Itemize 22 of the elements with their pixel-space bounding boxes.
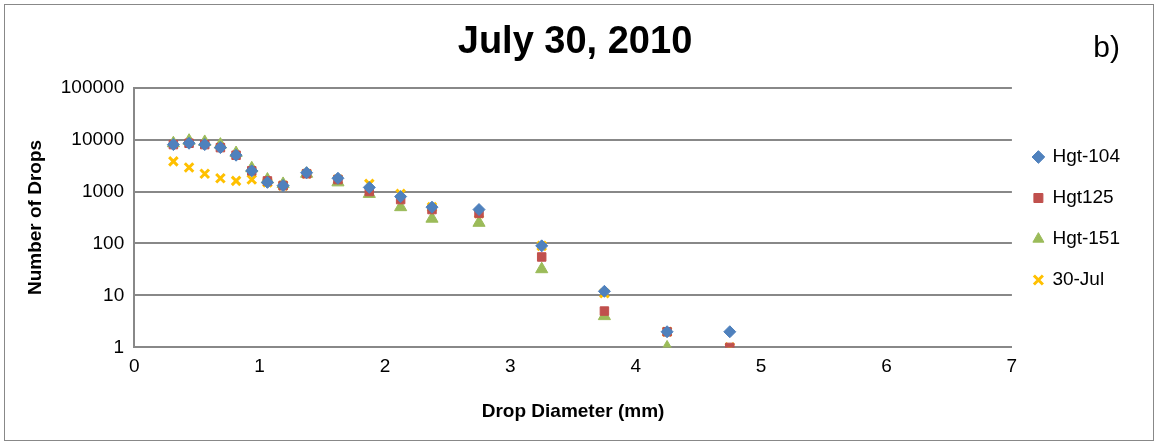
x-tick-label: 2	[379, 355, 391, 377]
y-tick-label: 100	[92, 231, 125, 253]
y-axis-title: Number of Drops	[23, 139, 45, 296]
y-tick-label: 100000	[60, 75, 125, 97]
chart-title: July 30, 2010	[457, 19, 693, 62]
x-tick-label: 5	[755, 355, 767, 377]
y-tick-label: 10000	[71, 127, 125, 149]
y-tick-label: 10	[103, 283, 125, 305]
y-tick-label: 1	[113, 335, 125, 357]
x-tick-label: 6	[881, 355, 892, 377]
y-tick-label: 1000	[81, 179, 125, 201]
legend-label: 30-Jul	[1052, 268, 1105, 290]
text: b)	[1093, 30, 1120, 64]
x-tick-label: 1	[254, 355, 265, 377]
x-tick-label: 4	[630, 355, 642, 377]
legend-label: Hgt-104	[1052, 145, 1121, 167]
x-tick-label: 0	[128, 355, 140, 377]
legend-label: Hgt125	[1052, 186, 1114, 208]
legend-label: Hgt-151	[1052, 227, 1121, 249]
x-tick-label: 3	[505, 355, 516, 377]
x-axis-title: Drop Diameter (mm)	[481, 399, 665, 421]
x-tick-label: 7	[1006, 355, 1018, 377]
